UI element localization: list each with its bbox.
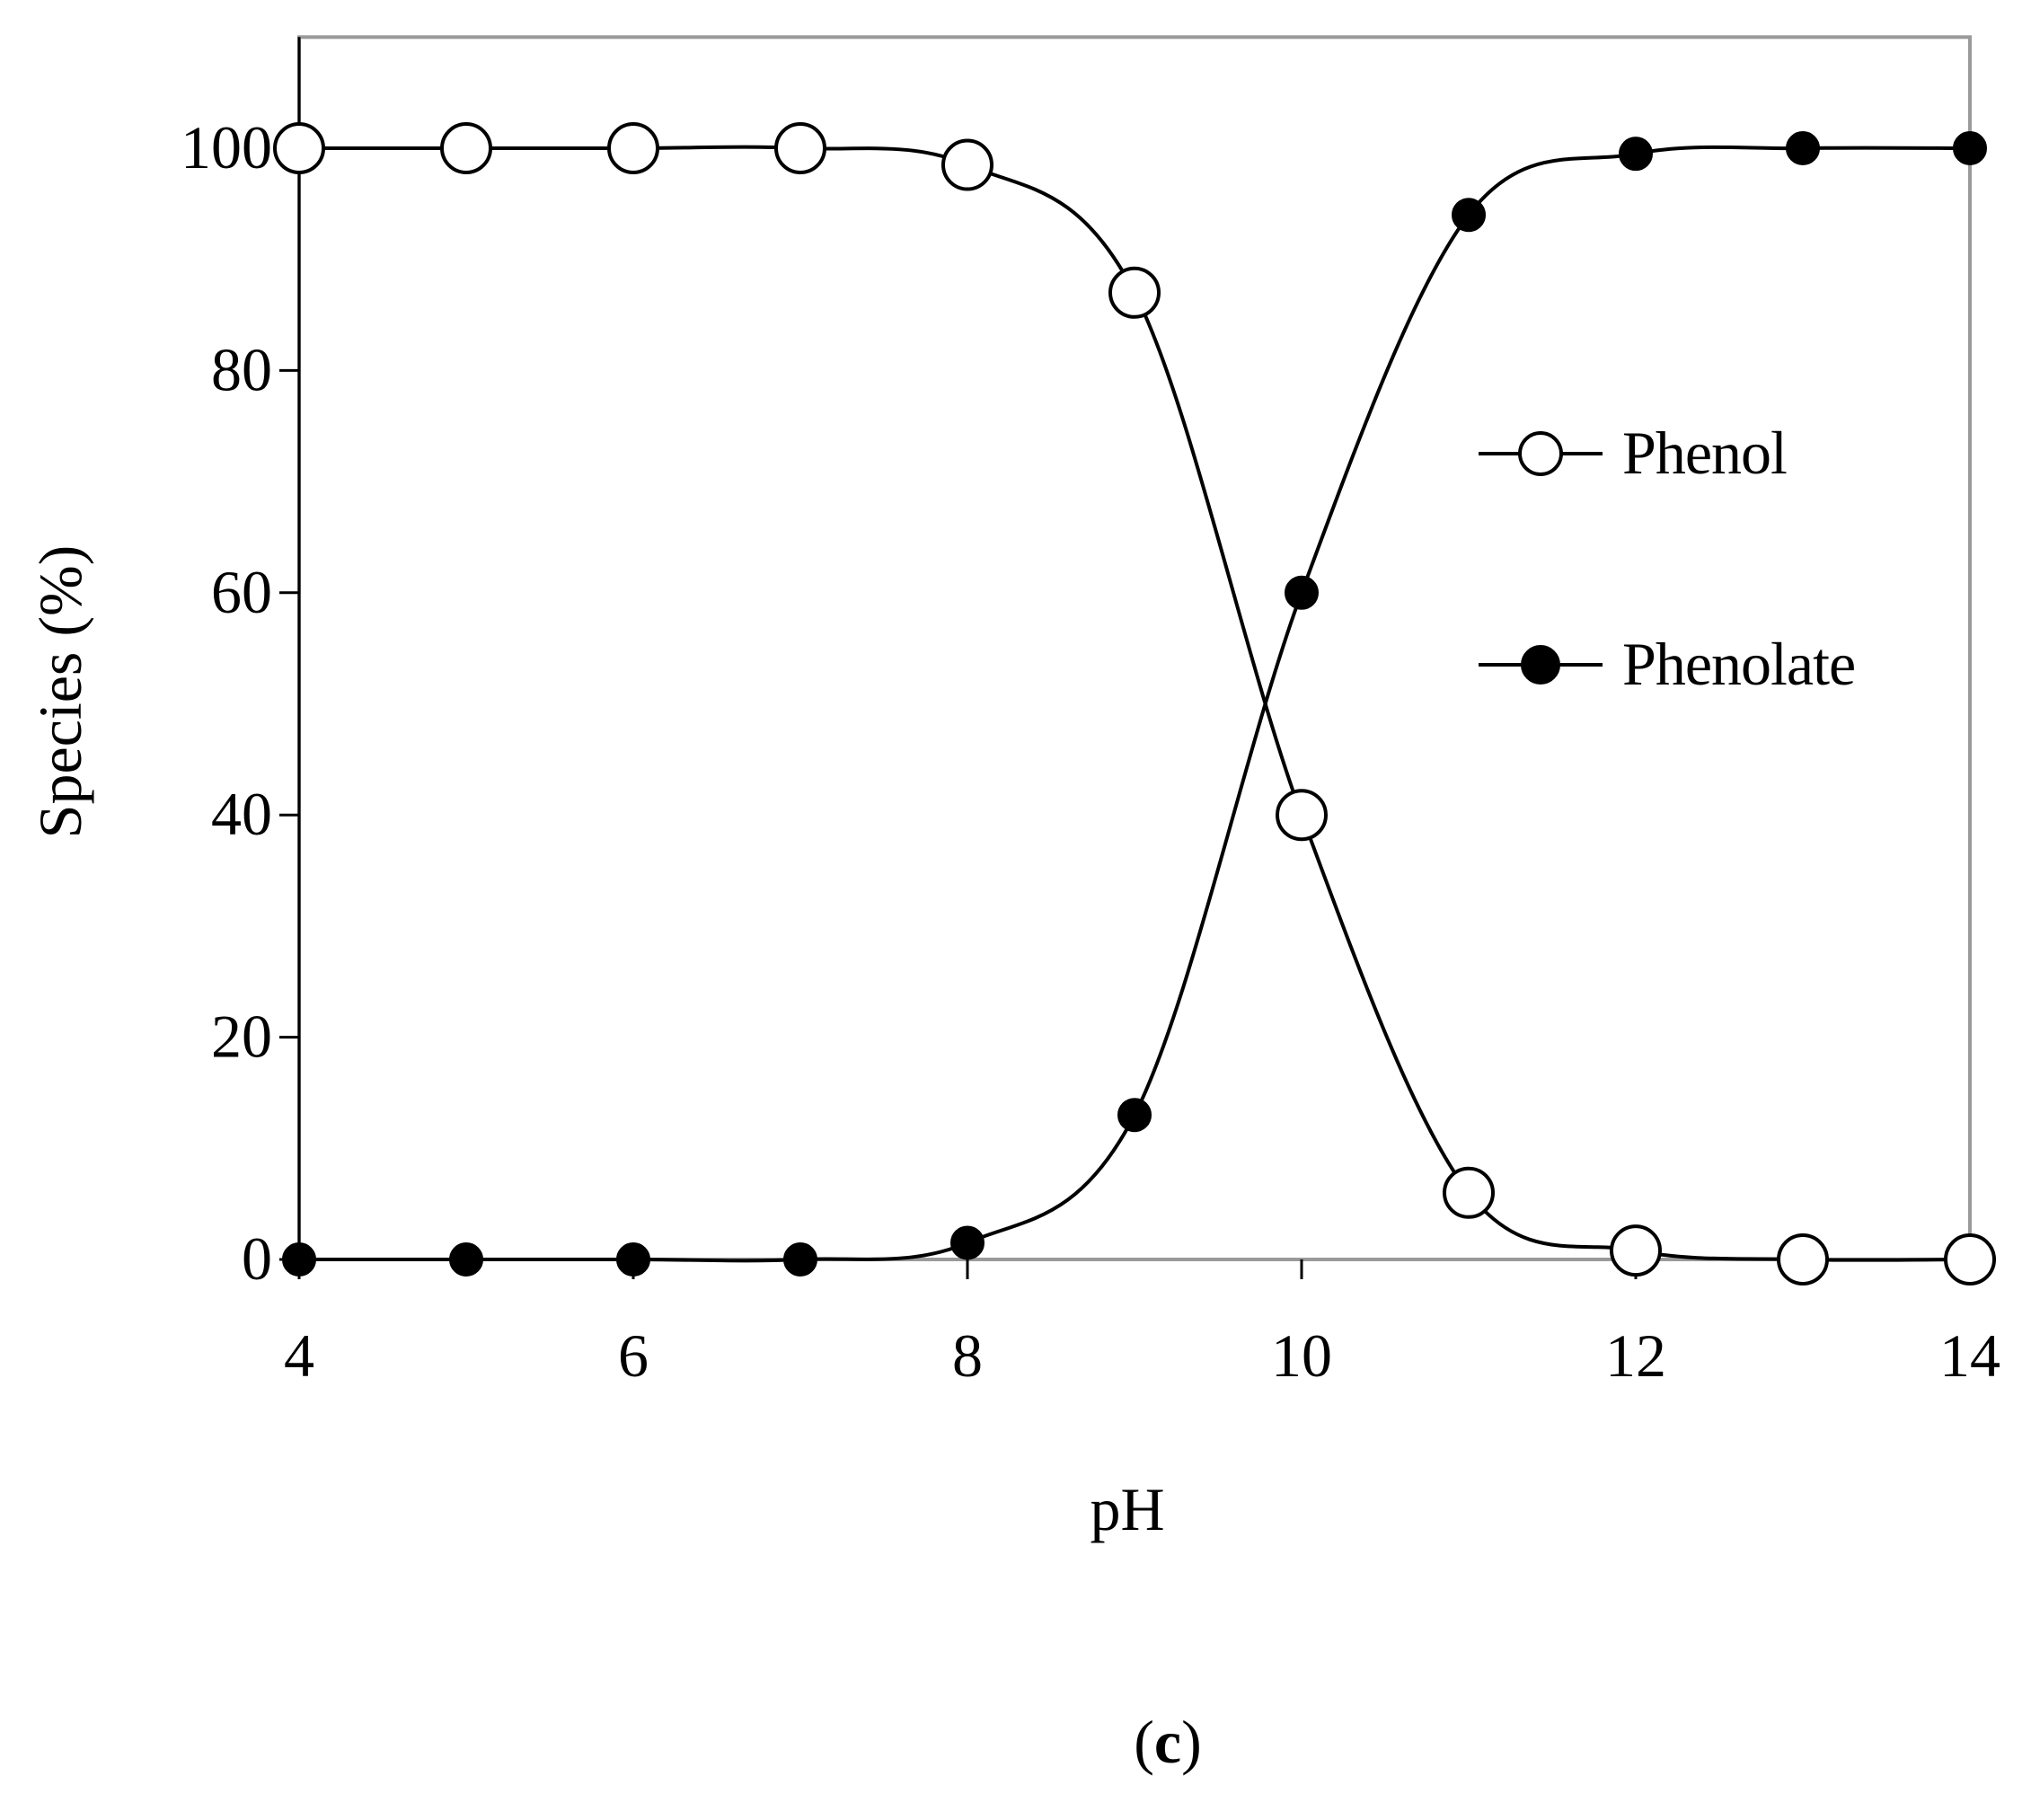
phenolate-point bbox=[282, 1242, 316, 1277]
phenolate-series bbox=[282, 131, 1987, 1277]
x-axis-title: pH bbox=[1090, 1475, 1164, 1543]
y-tick-label: 20 bbox=[211, 1003, 272, 1071]
panel-label-letter: c bbox=[1154, 1708, 1181, 1776]
y-axis-title: Species (%) bbox=[26, 545, 94, 839]
phenolate-point bbox=[950, 1225, 985, 1260]
legend-phenolate-marker bbox=[1521, 645, 1560, 685]
phenol-point bbox=[774, 122, 826, 174]
x-tick-label: 8 bbox=[952, 1321, 983, 1390]
x-tick-label: 14 bbox=[1939, 1321, 2000, 1390]
panel-label: (c) bbox=[1134, 1708, 1202, 1776]
x-tick-label: 10 bbox=[1271, 1321, 1332, 1390]
x-ticks: 4 6 8 10 12 14 bbox=[284, 1259, 2000, 1390]
legend-phenol-marker bbox=[1518, 431, 1563, 476]
legend-phenolate-label: Phenolate bbox=[1622, 630, 1855, 698]
phenolate-point bbox=[1452, 198, 1486, 233]
phenolate-point bbox=[1285, 575, 1319, 610]
y-tick-label: 40 bbox=[211, 780, 272, 848]
phenol-point bbox=[941, 138, 993, 191]
legend-phenol-label: Phenol bbox=[1622, 419, 1787, 487]
phenolate-point bbox=[1619, 137, 1653, 172]
phenol-point bbox=[1777, 1233, 1829, 1285]
y-tick-label: 0 bbox=[242, 1224, 272, 1293]
phenolate-point bbox=[1117, 1098, 1152, 1133]
x-tick-label: 12 bbox=[1605, 1321, 1666, 1390]
phenolate-point bbox=[1786, 131, 1820, 165]
y-tick-label: 60 bbox=[211, 558, 272, 626]
phenol-point bbox=[1610, 1224, 1662, 1277]
phenol-point bbox=[1443, 1166, 1495, 1219]
x-tick-label: 4 bbox=[284, 1321, 314, 1390]
series-layer bbox=[273, 122, 1996, 1285]
phenolate-point bbox=[783, 1242, 817, 1277]
phenol-series bbox=[273, 122, 1996, 1285]
phenol-point bbox=[1944, 1233, 1996, 1285]
panel-label-prefix: ( bbox=[1134, 1708, 1154, 1776]
y-tick-label: 80 bbox=[211, 335, 272, 403]
phenol-point bbox=[440, 122, 492, 174]
phenol-point bbox=[1276, 789, 1328, 842]
phenol-point bbox=[607, 122, 659, 174]
phenol-point bbox=[273, 122, 325, 174]
phenolate-point bbox=[449, 1242, 483, 1277]
phenolate-point bbox=[1953, 131, 1987, 165]
panel-label-suffix: ) bbox=[1181, 1708, 1202, 1776]
legend: Phenol Phenolate bbox=[1479, 419, 1856, 698]
y-tick-label: 100 bbox=[181, 113, 272, 181]
x-tick-label: 6 bbox=[618, 1321, 649, 1390]
phenolate-point bbox=[616, 1242, 650, 1277]
phenol-point bbox=[1108, 266, 1161, 319]
